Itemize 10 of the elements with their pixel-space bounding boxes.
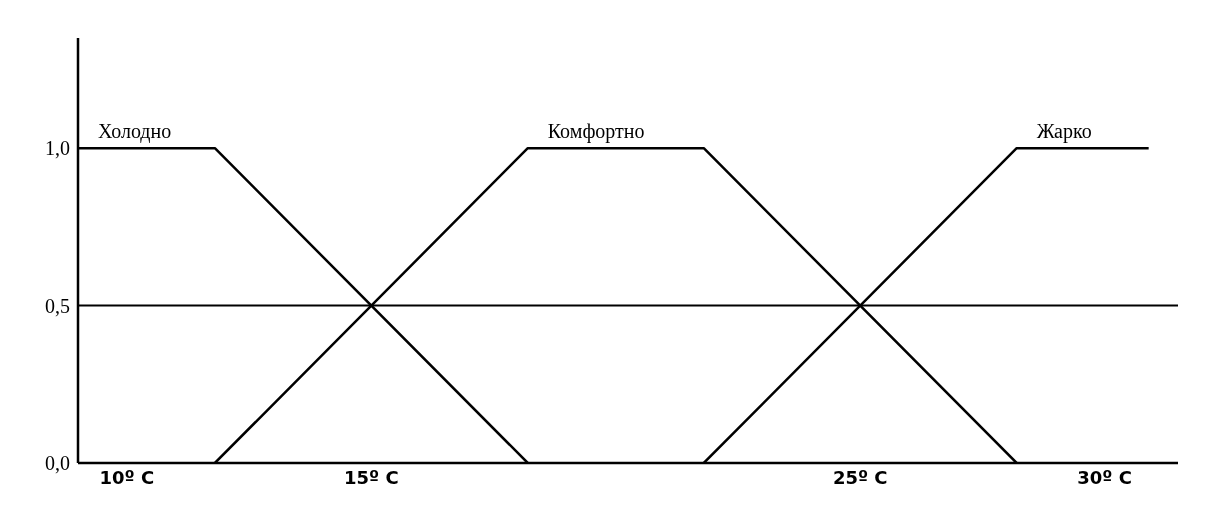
y-tick-label: 0,5 xyxy=(45,294,70,317)
y-tick-label: 1,0 xyxy=(45,137,70,160)
series-label: Комфортно xyxy=(547,120,645,144)
x-tick-label: 30º C xyxy=(1077,466,1133,488)
x-tick-label: 10º C xyxy=(99,466,155,488)
x-tick-label: 15º C xyxy=(343,466,399,488)
series-label: Холодно xyxy=(98,120,172,144)
series-label: Жарко xyxy=(1036,120,1092,144)
x-tick-label: 25º C xyxy=(832,466,888,488)
y-tick-label: 0,0 xyxy=(45,452,70,475)
